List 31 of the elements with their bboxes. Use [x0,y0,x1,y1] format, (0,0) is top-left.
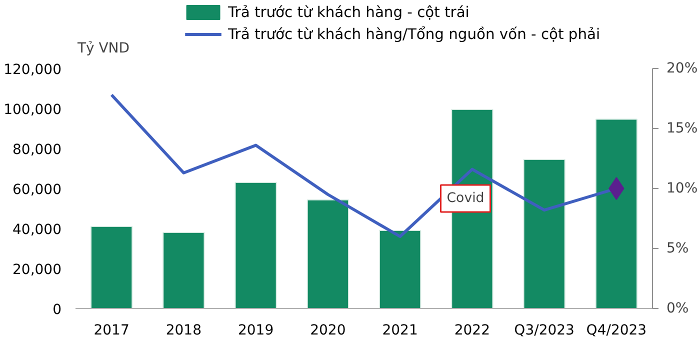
bar [306,199,349,308]
y-tick-label: 100,000 [4,102,62,118]
x-tick-label: 2022 [454,322,490,338]
y2-tick-label: 20% [666,60,698,76]
x-tick-label: 2017 [94,322,130,338]
bar [162,232,205,308]
bar [234,182,277,308]
x-tick-label: Q4/2023 [586,322,647,338]
x-tick-label: 2021 [382,322,418,338]
y-tick-label: 20,000 [12,262,62,278]
legend-label: Trả trước từ khách hàng - cột trái [226,4,470,21]
y-tick-label: 40,000 [12,222,62,238]
x-tick-label: Q3/2023 [514,322,574,338]
bar [90,226,133,308]
y2-tick-label: 5% [666,240,689,256]
y2-tick-label: 10% [666,180,698,196]
y-tick-label: 60,000 [12,182,62,198]
x-tick-label: 2019 [238,322,274,338]
bar [523,159,566,308]
y2-tick-label: 0% [666,300,689,316]
x-tick-label: 2018 [166,322,202,338]
bar [379,230,422,308]
y-tick-label: 120,000 [4,62,62,78]
y2-tick-label: 15% [666,120,698,136]
legend-label: Trả trước từ khách hàng/Tổng nguồn vốn - cột phải [226,26,600,43]
bar [595,118,638,308]
x-tick-label: 2020 [310,322,346,338]
annotation: Covid [446,191,484,206]
y-tick-label: 80,000 [12,142,62,158]
y-axis-title: Tỷ VND [76,40,130,56]
y-tick-label: 0 [52,302,62,318]
